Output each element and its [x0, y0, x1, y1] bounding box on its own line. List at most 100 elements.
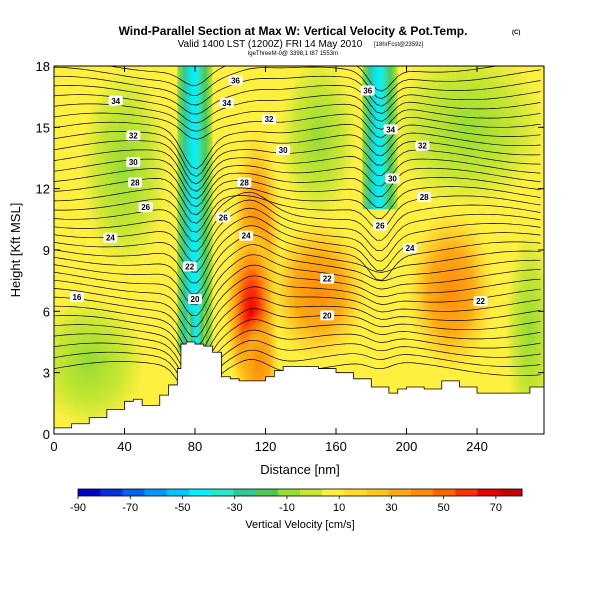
y-tick-label: 15 — [36, 120, 50, 135]
contour-label-text: 16 — [72, 293, 81, 302]
theta-contour-line — [54, 149, 541, 192]
colorbar: -90 -70 -50 -30 -10 10 30 50 70 — [70, 488, 523, 514]
contour-label-text: 32 — [418, 142, 427, 151]
contour-label-text: 24 — [242, 232, 251, 241]
contour-label-text: 20 — [191, 295, 200, 304]
colorbar-swatch — [499, 489, 523, 496]
chart-subtitle: Valid 1400 LST (1200Z) FRI 14 May 2010 — [178, 39, 363, 50]
contour-label: 30 — [385, 173, 400, 184]
contour-label-text: 28 — [240, 179, 249, 188]
colorbar-swatch — [233, 489, 257, 496]
contour-label-text: 34 — [386, 125, 395, 134]
contour-label: 26 — [138, 202, 153, 213]
contour-label: 34 — [108, 95, 123, 106]
w-region — [388, 66, 544, 210]
contour-label-text: 34 — [222, 99, 231, 108]
contour-label: 20 — [320, 310, 335, 321]
y-tick-label: 6 — [43, 304, 50, 319]
contour-label: 34 — [219, 97, 234, 108]
theta-contour-line — [54, 191, 541, 242]
theta-contour-line — [54, 75, 541, 107]
colorbar-swatch — [100, 489, 123, 496]
theta-contour-line — [54, 121, 541, 170]
terrain — [54, 341, 544, 434]
theta-contour-line — [54, 195, 541, 233]
colorbar-swatch — [166, 489, 190, 496]
x-tick-label: 40 — [117, 439, 131, 454]
theta-contour-line — [54, 225, 541, 284]
theta-contour-line — [54, 329, 541, 384]
theta-contour-line — [54, 167, 541, 207]
y-axis-label: Height [Kft MSL] — [8, 203, 23, 298]
x-tick-label: 120 — [255, 439, 277, 454]
colorbar-swatch — [211, 489, 234, 496]
contour-label-text: 30 — [388, 174, 397, 183]
contour-label: 30 — [276, 144, 291, 155]
colorbar-swatch — [366, 489, 390, 496]
chart-title: Wind-Parallel Section at Max W: Vertical… — [119, 24, 468, 38]
contour-label: 28 — [128, 177, 143, 188]
contour-label-text: 22 — [476, 297, 485, 306]
contour-label: 24 — [239, 230, 254, 241]
contour-label: 32 — [262, 114, 277, 125]
contour-label: 22 — [320, 273, 335, 284]
contour-label-text: 28 — [131, 179, 140, 188]
source-line: lgeThreeM-0@ 3398,1 t87 1553m — [248, 51, 338, 57]
chart-subtitle-note: [18hrFcst@2359z] — [374, 42, 423, 48]
contour-label: 36 — [228, 75, 243, 86]
y-tick-label: 9 — [43, 243, 50, 258]
theta-contour-line — [54, 286, 541, 348]
contour-label-text: 36 — [231, 76, 240, 85]
y-tick-label: 3 — [43, 366, 50, 381]
theta-contour-line — [54, 199, 541, 252]
colorbar-swatch — [322, 489, 345, 496]
x-axis-label: Distance [nm] — [260, 462, 339, 477]
w-region — [80, 66, 169, 271]
colorbar-swatch — [388, 489, 412, 496]
colorbar-swatch — [78, 489, 101, 496]
contour-label-text: 22 — [185, 262, 194, 271]
colorbar-swatch — [189, 489, 212, 496]
theta-contour-line — [54, 112, 541, 140]
contour-label-text: 30 — [129, 158, 138, 167]
x-axis: 0 40 80 120 160 200 240 — [50, 66, 488, 454]
contour-label-text: 30 — [279, 146, 288, 155]
theta-contour-line — [54, 319, 541, 376]
contour-label-text: 26 — [141, 203, 150, 212]
theta-contour-line — [54, 94, 541, 124]
theta-contour-line — [54, 216, 541, 273]
contour-label-text: 22 — [323, 275, 332, 284]
contour-label-text: 36 — [363, 87, 372, 96]
colorbar-frame — [77, 488, 523, 497]
contour-label: 16 — [69, 292, 84, 303]
theta-contour-line — [54, 140, 541, 185]
plot-area: 16 20 22 24 26 28 30 32 34 36 34 32 30 28 26 24 22 20 36 34… — [54, 66, 544, 434]
contour-label-text: 24 — [106, 234, 115, 243]
x-tick-label: 80 — [188, 439, 202, 454]
colorbar-tick-label: 10 — [333, 502, 345, 514]
theta-contour-line — [54, 349, 541, 400]
theta-contour-line — [54, 297, 541, 358]
colorbar-tick-label: -90 — [70, 502, 86, 514]
theta-contours — [54, 66, 541, 407]
contour-label: 22 — [473, 296, 488, 307]
contour-label-text: 26 — [376, 221, 385, 230]
y-tick-label: 12 — [36, 182, 50, 197]
theta-contour-line — [54, 339, 541, 392]
theta-contour-line — [54, 254, 541, 317]
theta-contour-line — [107, 66, 499, 92]
colorbar-tick-label: 70 — [490, 502, 502, 514]
theta-contour-line — [54, 234, 541, 295]
colorbar-tick-label: -30 — [227, 502, 243, 514]
contour-label-text: 32 — [265, 115, 274, 124]
theta-contour-line — [54, 207, 541, 262]
colorbar-tick-label: -10 — [279, 502, 295, 514]
theta-contour-line — [54, 186, 541, 224]
theta-contour-line — [54, 308, 541, 367]
colorbar-swatch — [477, 489, 501, 496]
contour-label: 26 — [216, 212, 231, 223]
colorbar-tick-label: 30 — [385, 502, 397, 514]
colorbar-swatch — [255, 489, 279, 496]
x-tick-label: 0 — [50, 439, 57, 454]
contour-label-text: 28 — [420, 193, 429, 202]
